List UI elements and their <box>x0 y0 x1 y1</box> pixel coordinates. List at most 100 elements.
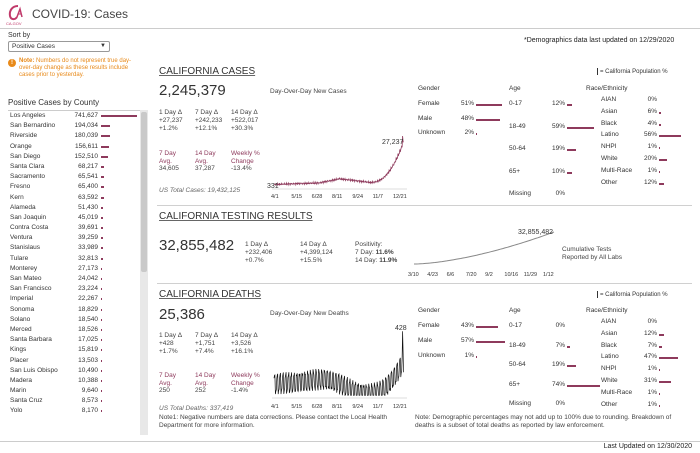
death-race-label: Black <box>601 341 617 349</box>
cases-max-label: 27,237 <box>382 139 404 146</box>
case-race-bar <box>659 111 662 114</box>
county-row[interactable]: Solano 18,540 <box>8 315 140 325</box>
county-row[interactable]: Sacramento 65,541 <box>8 172 140 182</box>
county-row[interactable]: San Mateo 24,042 <box>8 274 140 284</box>
x-tick-label: 1/12 <box>543 272 554 278</box>
county-name: Madera <box>10 376 33 384</box>
deaths-d1-label: 1 Day Δ <box>159 332 183 339</box>
death-race-value: 1% <box>647 365 657 373</box>
pop-legend-cases: = California Population % <box>597 68 668 75</box>
county-name: Monterey <box>10 264 38 272</box>
county-row[interactable]: Kings 15,819 <box>8 345 140 355</box>
testing-d1-pct: +0.7% <box>245 257 264 264</box>
county-bar <box>101 390 102 393</box>
county-row[interactable]: San Bernardino 194,034 <box>8 121 140 131</box>
county-value: 13,503 <box>78 356 98 364</box>
x-tick-label: 5/15 <box>291 194 302 200</box>
county-row[interactable]: Madera 10,388 <box>8 376 140 386</box>
case-age-bar <box>567 149 576 151</box>
county-value: 156,611 <box>74 142 98 150</box>
case-race-label: Asian <box>601 107 618 115</box>
case-age-label: 0-17 <box>509 100 523 107</box>
case-gender-bar <box>476 133 477 135</box>
cases-chart[interactable]: 331 27,237 4/1 5/15 6/28 8/11 9/24 11/7 12/21 <box>262 95 412 203</box>
county-bar <box>101 349 102 352</box>
deaths-line-series <box>273 331 404 397</box>
county-name: Yolo <box>10 407 23 415</box>
death-gender-title: Gender <box>418 307 440 314</box>
death-age-label: 18-49 <box>509 341 526 349</box>
county-list[interactable]: Los Angeles 741,627 San Bernardino 194,034 R… <box>8 110 140 435</box>
county-row[interactable]: San Diego 152,510 <box>8 152 140 162</box>
testing-line-series <box>414 231 555 265</box>
case-race-title: Race/Ethnicity <box>586 85 628 92</box>
death-age-label: Missing <box>509 400 532 407</box>
scrollbar-thumb[interactable] <box>141 112 147 272</box>
county-bar <box>101 278 103 280</box>
case-gender-value: 48% <box>460 114 474 122</box>
county-row[interactable]: Santa Clara 68,217 <box>8 162 140 172</box>
county-row[interactable]: Fresno 65,400 <box>8 182 140 192</box>
county-name: Orange <box>10 142 32 150</box>
case-age-value: 12% <box>551 100 565 107</box>
note-bold: Note: <box>19 58 35 64</box>
county-scrollbar[interactable] <box>140 110 148 435</box>
county-row[interactable]: Placer 13,503 <box>8 356 140 366</box>
death-age-title: Age <box>509 307 521 314</box>
testing-chart[interactable]: 32,855,482 3/10 4/23 6/6 7/20 9/2 10/16 11/29 1… <box>408 224 558 282</box>
county-row[interactable]: Merced 18,526 <box>8 325 140 335</box>
x-tick-label: 9/2 <box>485 272 493 278</box>
deaths-d7-label: 7 Day Δ <box>195 332 219 339</box>
county-value: 51,430 <box>78 203 98 211</box>
death-age-bar <box>567 345 571 348</box>
case-race-value: 1% <box>647 143 657 151</box>
county-row[interactable]: Alameda 51,430 <box>8 203 140 213</box>
county-row[interactable]: Marin 9,640 <box>8 386 140 396</box>
county-row[interactable]: Santa Cruz 8,573 <box>8 396 140 406</box>
county-value: 39,691 <box>78 224 98 232</box>
x-tick-label: 6/28 <box>312 404 323 410</box>
county-row[interactable]: Contra Costa 39,691 <box>8 223 140 233</box>
x-tick-label: 9/24 <box>352 194 363 200</box>
cases-avg14-label: 14 Day Avg. 37,287 <box>195 150 216 172</box>
county-row[interactable]: Los Angeles 741,627 <box>8 111 140 121</box>
county-row[interactable]: Yolo 8,170 <box>8 406 140 416</box>
county-bar <box>101 186 105 189</box>
county-row[interactable]: Kern 63,592 <box>8 193 140 203</box>
death-age-value: 74% <box>551 380 565 388</box>
death-age-label: 0-17 <box>509 322 523 329</box>
county-row[interactable]: Stanislaus 33,989 <box>8 243 140 253</box>
us-total-cases: US Total Cases: 19,432,125 <box>159 187 241 194</box>
deaths-chart[interactable]: 428 4/1 5/15 6/28 8/11 9/24 11/7 12/21 <box>262 318 412 414</box>
deaths-total: 25,386 <box>159 306 205 323</box>
cases-d1-value: +27,237 <box>159 117 183 124</box>
county-row[interactable]: Santa Barbara 17,025 <box>8 335 140 345</box>
county-row[interactable]: San Luis Obispo 10,490 <box>8 366 140 376</box>
county-bar <box>101 216 104 219</box>
county-row[interactable]: Orange 156,611 <box>8 142 140 152</box>
chevron-down-icon: ▼ <box>100 43 106 49</box>
case-gender-value: 2% <box>464 129 474 136</box>
sort-dropdown[interactable]: Positive Cases ▼ <box>8 41 110 52</box>
county-value: 45,019 <box>78 213 98 221</box>
death-race-label: NHPI <box>601 365 617 373</box>
county-row[interactable]: Ventura 39,259 <box>8 233 140 243</box>
case-gender-title: Gender <box>418 85 440 92</box>
death-gender-value: 57% <box>460 337 474 344</box>
ca-gov-logo[interactable] <box>6 3 26 25</box>
county-row[interactable]: Sonoma 18,829 <box>8 305 140 315</box>
case-race-bar <box>659 123 661 126</box>
case-age-label: Missing <box>509 190 532 197</box>
county-row[interactable]: Tulare 32,813 <box>8 254 140 264</box>
county-row[interactable]: San Joaquin 45,019 <box>8 213 140 223</box>
county-row[interactable]: San Francisco 23,224 <box>8 284 140 294</box>
county-row[interactable]: Riverside 180,039 <box>8 131 140 141</box>
county-value: 8,573 <box>81 397 98 405</box>
county-bar <box>101 328 102 331</box>
county-row[interactable]: Monterey 27,173 <box>8 264 140 274</box>
county-row[interactable]: Imperial 22,267 <box>8 294 140 304</box>
death-race-label: Asian <box>601 329 618 337</box>
county-value: 18,526 <box>78 325 98 333</box>
case-race-value: 56% <box>643 131 657 139</box>
testing-section-title: CALIFORNIA TESTING RESULTS <box>159 211 313 222</box>
